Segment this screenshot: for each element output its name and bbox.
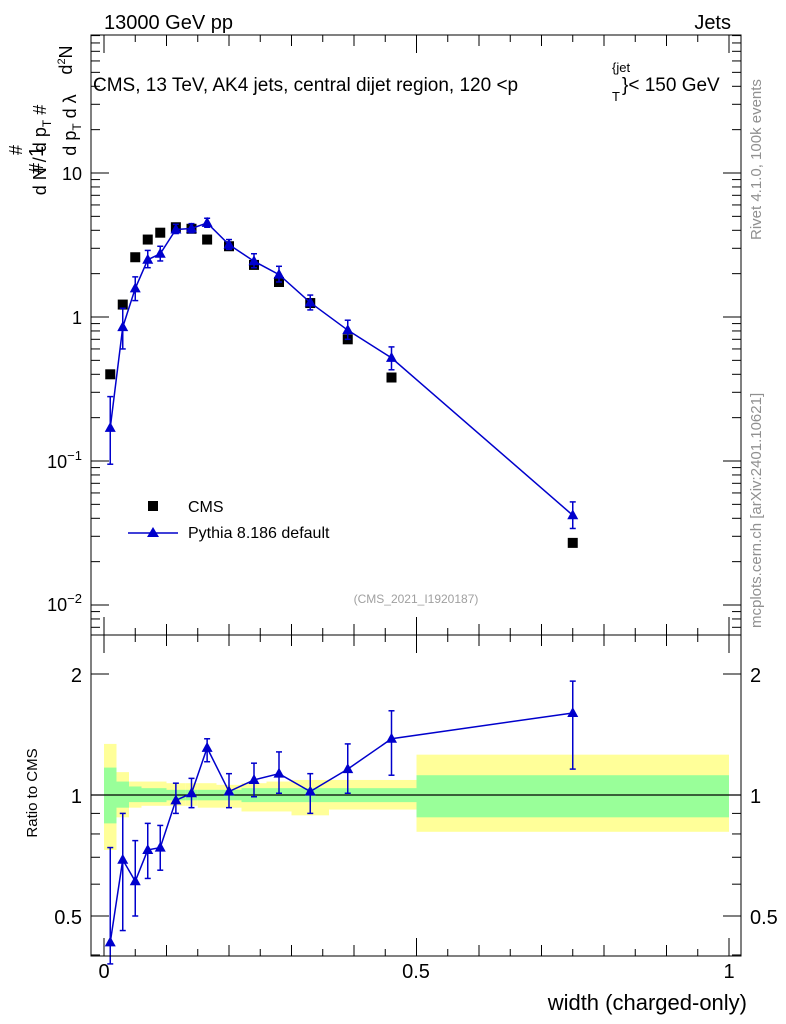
ratio-pythia-marker [273, 767, 285, 778]
ratio-y-tick-labels-left: 2 1 0.5 [54, 665, 82, 929]
main-panel: 10 1 10−1 10−2 CMS, 13 TeV, AK4 jets, ce… [6, 34, 742, 636]
y-label-fraction: d N / d pT # [30, 105, 54, 195]
ratio-pythia-marker [117, 853, 129, 864]
ratio-pythia-marker [186, 787, 197, 798]
ratio-y-tick-0.5: 0.5 [54, 907, 82, 929]
legend-label-cms: CMS [188, 499, 224, 516]
ratio-series [104, 680, 579, 965]
cms-marker [155, 227, 166, 238]
pythia-marker [248, 255, 260, 266]
ratio-y-axis-label: Ratio to CMS [24, 748, 41, 837]
cms-marker [142, 234, 153, 245]
ratio-pythia-marker [567, 706, 579, 717]
y-label-numerator: # [6, 145, 26, 155]
pythia-marker [342, 324, 354, 335]
x-tick-0.5: 0.5 [402, 961, 430, 983]
y-label-dp: d pT d λ [60, 94, 84, 155]
ratio-pythia-marker [129, 875, 141, 886]
cms-marker [567, 537, 578, 548]
side-label-rivet: Rivet 4.1.0, 100k events [748, 79, 765, 240]
legend-label-pythia: Pythia 8.186 default [188, 525, 330, 542]
legend: CMS Pythia 8.186 default [128, 499, 330, 542]
pythia-marker [154, 247, 166, 258]
ratio-pythia-marker [248, 773, 260, 784]
x-tick-1: 1 [723, 961, 734, 983]
ratio-pythia-marker [104, 936, 116, 947]
cms-marker [117, 299, 128, 310]
main-ticks [91, 35, 741, 635]
ratio-pythia-marker [342, 763, 354, 774]
ratio-panel: 2 1 0.5 2 1 0.5 0 0.5 1 width (charged-o… [24, 634, 778, 1015]
ratio-y-tick-labels-right: 2 1 0.5 [750, 665, 778, 929]
ratio-pythia-marker [386, 732, 397, 743]
pythia-marker [104, 421, 116, 432]
x-axis-label: width (charged-only) [547, 990, 747, 1015]
main-frame [90, 34, 742, 636]
legend-marker-cms [148, 501, 158, 511]
ratio-pythia-marker [142, 843, 154, 854]
legend-marker-pythia [147, 527, 159, 537]
main-y-tick-labels: 10 1 [62, 164, 82, 328]
ratio-frame [90, 634, 742, 957]
pythia-marker [223, 238, 235, 249]
y-tick-label-0.1: 10−1 [47, 448, 82, 472]
pythia-marker [273, 268, 285, 279]
ratio-pythia-marker [304, 785, 316, 796]
y-label-dn: d2N [56, 45, 76, 74]
ratio-band-inner [416, 775, 729, 818]
plot-title-superscript: {jet [612, 60, 630, 75]
side-label-mcplots: mcplots.cern.ch [arXiv:2401.10621] [748, 393, 765, 628]
plot-title-end: }< 150 GeV [622, 75, 720, 96]
x-tick-0: 0 [98, 961, 109, 983]
ratio-ticks [91, 635, 741, 956]
pythia-marker [142, 253, 154, 264]
cms-marker [130, 252, 141, 263]
y-tick-label-1: 1 [72, 308, 82, 328]
pythia-marker [117, 321, 129, 332]
plot-title-subscript: T [612, 89, 620, 104]
pythia-marker [304, 296, 316, 307]
ratio-band-inner [129, 786, 142, 803]
pythia-marker [386, 351, 397, 362]
ratio-y-tick-2: 2 [71, 665, 82, 687]
ratio-pythia-marker [170, 794, 182, 805]
pythia-marker [186, 222, 197, 233]
ratio-pythia-marker [223, 785, 235, 796]
pythia-marker [129, 282, 141, 293]
ratio-pythia-marker [201, 741, 213, 752]
cms-marker [202, 234, 213, 245]
pythia-marker [201, 216, 213, 227]
cms-marker [386, 372, 397, 383]
x-tick-labels: 0 0.5 1 [98, 961, 734, 983]
cms-marker [105, 369, 116, 380]
y-tick-label-0.01: 10−2 [47, 591, 82, 615]
ratio-y-tick-1-right: 1 [750, 786, 761, 808]
main-series [104, 216, 579, 548]
y-tick-label-10: 10 [62, 164, 82, 184]
pythia-marker [567, 509, 579, 520]
pythia-marker [170, 223, 182, 234]
header-left: 13000 GeV pp [104, 12, 233, 34]
ratio-y-tick-2-right: 2 [750, 665, 761, 687]
ratio-y-tick-1: 1 [71, 786, 82, 808]
pythia-line [109, 222, 574, 516]
ratio-pythia-marker [154, 841, 166, 852]
ratio-y-tick-0.5-right: 0.5 [750, 907, 778, 929]
plot-title: CMS, 13 TeV, AK4 jets, central dijet reg… [93, 75, 518, 96]
analysis-id: (CMS_2021_I1920187) [354, 592, 479, 606]
header-right: Jets [694, 12, 731, 34]
